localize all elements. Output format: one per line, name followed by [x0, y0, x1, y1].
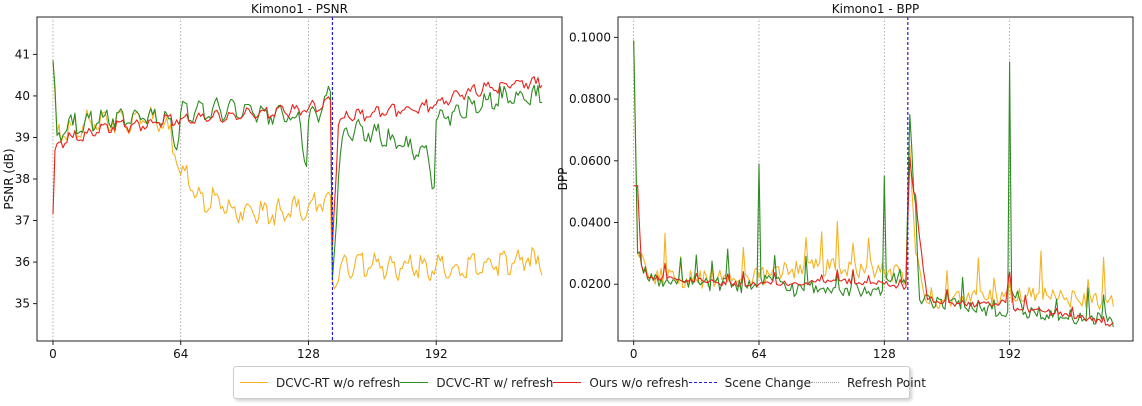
chart-title: Kimono1 - BPP [832, 2, 919, 16]
legend-line-refresh-point [810, 382, 839, 383]
y-tick-label: 0.0200 [569, 277, 611, 291]
series-line-dcvc-rt-w-refresh [52, 60, 542, 280]
legend: DCVC-RT w/o refresh DCVC-RT w/ refresh O… [233, 366, 926, 399]
x-tick-label: 64 [173, 347, 188, 360]
y-tick-label: 39 [15, 130, 30, 144]
series-line-ours-w-o-refresh [52, 76, 543, 247]
y-tick-label: 35 [15, 297, 30, 311]
legend-label: Ours w/o refresh [589, 375, 689, 390]
legend-label: DCVC-RT w/ refresh [436, 375, 554, 390]
y-axis-label: PSNR (dB) [2, 148, 16, 209]
series-group [633, 40, 1114, 328]
y-tick-label: 0.1000 [569, 30, 611, 44]
legend-line-ours-wo-refresh [553, 382, 582, 383]
y-tick-label: 37 [15, 214, 30, 228]
y-tick-label: 0.0400 [569, 216, 611, 230]
legend-label: Scene Change [724, 375, 811, 390]
y-tick-label: 38 [15, 172, 30, 186]
legend-label: Refresh Point [846, 375, 926, 390]
legend-line-scene-change [688, 382, 717, 383]
chart-title: Kimono1 - PSNR [251, 2, 348, 16]
legend-label: DCVC-RT w/o refresh [276, 375, 401, 390]
series-line-ours-w-o-refresh [633, 157, 1114, 327]
series-line-dcvc-rt-w-o-refresh [52, 60, 543, 290]
series-line-dcvc-rt-w-o-refresh [633, 40, 1114, 310]
legend-item-dcvc-rt-w-refresh: DCVC-RT w/ refresh [400, 376, 553, 390]
series-group [52, 60, 543, 290]
x-tick-label: 192 [998, 347, 1021, 360]
y-tick-label: 41 [15, 47, 30, 61]
y-tick-label: 40 [15, 89, 30, 103]
y-tick-label: 0.0800 [569, 92, 611, 106]
plot-area [617, 16, 1134, 342]
y-tick-label: 0.0600 [569, 154, 611, 168]
x-tick-label: 64 [751, 347, 766, 360]
plot-area [36, 16, 563, 342]
y-tick-label: 36 [15, 255, 30, 269]
x-tick-label: 128 [873, 347, 896, 360]
legend-line-dcvc-rt-w-refresh [400, 382, 429, 383]
legend-line-dcvc-rt-wo-refresh [240, 382, 268, 383]
x-tick-label: 0 [630, 347, 638, 360]
x-tick-label: 128 [297, 347, 320, 360]
y-axis-label: BPP [556, 168, 570, 191]
legend-item-scene-change: Scene Change [688, 375, 811, 390]
x-tick-label: 0 [49, 347, 57, 360]
legend-item-ours-wo-refresh: Ours w/o refresh [553, 375, 689, 390]
legend-item-refresh-point: Refresh Point [810, 375, 926, 390]
x-tick-label: 192 [425, 347, 448, 360]
legend-item-dcvc-rt-wo-refresh: DCVC-RT w/o refresh [240, 376, 400, 390]
